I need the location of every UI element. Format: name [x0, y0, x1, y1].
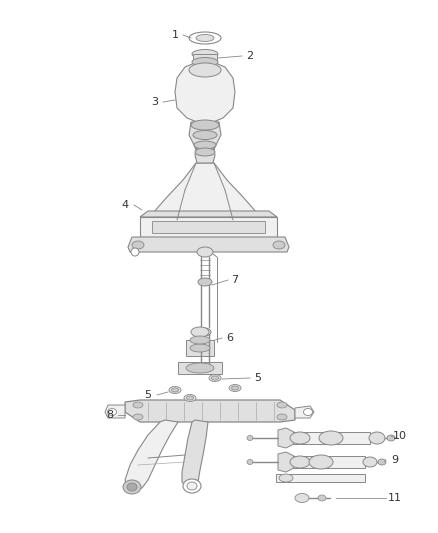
Ellipse shape [190, 336, 210, 344]
Ellipse shape [123, 480, 141, 494]
Ellipse shape [187, 396, 194, 400]
Ellipse shape [133, 402, 143, 408]
Text: 5: 5 [254, 373, 261, 383]
Polygon shape [195, 147, 215, 163]
Ellipse shape [277, 414, 287, 420]
Text: 10: 10 [393, 431, 407, 441]
Ellipse shape [363, 457, 377, 467]
Ellipse shape [279, 474, 293, 482]
Ellipse shape [295, 494, 309, 503]
Bar [186, 340, 214, 356]
Ellipse shape [191, 120, 219, 130]
Ellipse shape [304, 408, 312, 416]
Ellipse shape [273, 241, 285, 249]
Polygon shape [125, 400, 295, 422]
Ellipse shape [189, 63, 221, 77]
Ellipse shape [277, 402, 287, 408]
Ellipse shape [189, 32, 221, 44]
Ellipse shape [229, 384, 241, 392]
Ellipse shape [290, 432, 310, 444]
Ellipse shape [232, 386, 239, 390]
Polygon shape [189, 122, 221, 152]
Ellipse shape [212, 376, 219, 380]
Bar [178, 362, 222, 374]
Polygon shape [140, 211, 277, 217]
Text: 7: 7 [231, 275, 239, 285]
Polygon shape [278, 428, 294, 448]
Ellipse shape [198, 278, 212, 286]
Polygon shape [182, 420, 208, 487]
Ellipse shape [127, 483, 137, 491]
Ellipse shape [309, 455, 333, 469]
Polygon shape [293, 456, 365, 468]
Text: 2: 2 [247, 51, 254, 61]
Polygon shape [276, 474, 365, 482]
Ellipse shape [209, 375, 221, 382]
Ellipse shape [131, 248, 139, 256]
Ellipse shape [195, 148, 215, 156]
Ellipse shape [133, 414, 143, 420]
Ellipse shape [197, 247, 213, 257]
Text: 9: 9 [392, 455, 399, 465]
Ellipse shape [196, 35, 214, 42]
Text: 1: 1 [172, 30, 179, 40]
Ellipse shape [369, 432, 385, 444]
Polygon shape [293, 432, 370, 444]
Bar [193, 54, 217, 62]
Ellipse shape [186, 363, 214, 373]
Ellipse shape [378, 459, 386, 465]
Ellipse shape [319, 431, 343, 445]
Ellipse shape [191, 327, 209, 337]
Polygon shape [128, 237, 289, 252]
Ellipse shape [169, 386, 181, 393]
Polygon shape [149, 163, 261, 230]
Ellipse shape [290, 456, 310, 468]
Polygon shape [278, 452, 294, 472]
Ellipse shape [184, 394, 196, 401]
Ellipse shape [387, 435, 395, 441]
Ellipse shape [318, 495, 326, 501]
Ellipse shape [194, 141, 216, 149]
Polygon shape [295, 406, 314, 418]
Ellipse shape [199, 328, 211, 336]
Polygon shape [140, 217, 277, 237]
Ellipse shape [247, 459, 253, 464]
Text: 11: 11 [388, 493, 402, 503]
Ellipse shape [190, 344, 210, 352]
Text: 5: 5 [145, 390, 152, 400]
Ellipse shape [183, 479, 201, 493]
Polygon shape [105, 405, 125, 418]
Ellipse shape [193, 131, 217, 140]
Polygon shape [152, 221, 265, 233]
Ellipse shape [132, 241, 144, 249]
Ellipse shape [172, 388, 179, 392]
Text: 8: 8 [106, 410, 113, 420]
Ellipse shape [192, 58, 218, 67]
Ellipse shape [192, 50, 218, 59]
Ellipse shape [247, 435, 253, 440]
Polygon shape [175, 60, 235, 123]
Text: 4: 4 [121, 200, 129, 210]
Text: 6: 6 [226, 333, 233, 343]
Polygon shape [125, 420, 178, 490]
Ellipse shape [107, 408, 117, 416]
Text: 3: 3 [152, 97, 159, 107]
Ellipse shape [187, 482, 197, 490]
